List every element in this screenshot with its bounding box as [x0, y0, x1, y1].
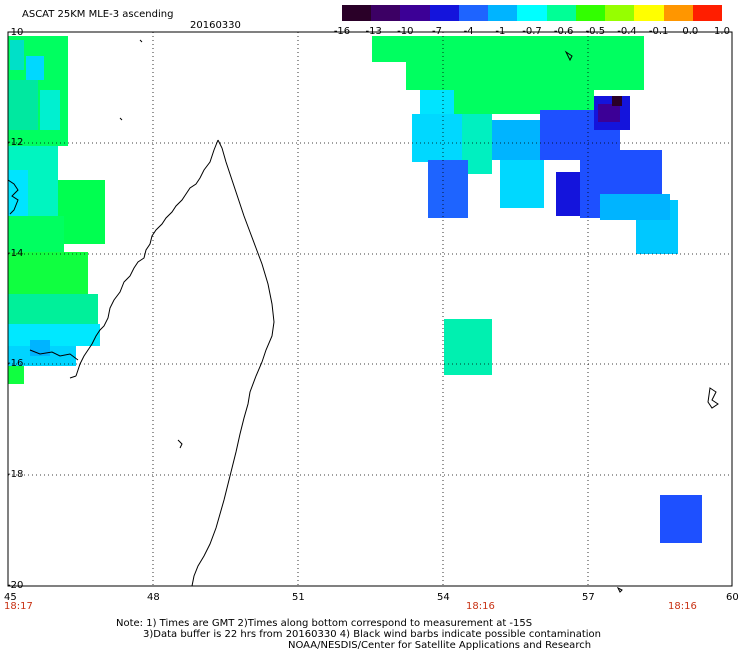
colorbar-segment	[458, 5, 489, 21]
notes-line-3: NOAA/NESDIS/Center for Satellite Applica…	[288, 640, 592, 651]
swath-patch-lower-right	[660, 495, 702, 543]
islands	[119, 39, 719, 593]
notes-line-1: Note: 1) Times are GMT 2)Times along bot…	[116, 618, 533, 629]
lat-label-14: -14	[7, 248, 24, 259]
swath-patch-center	[444, 319, 492, 375]
swath-right	[372, 36, 678, 254]
colorbar-segment	[634, 5, 665, 21]
colorbar-segment	[546, 5, 577, 21]
colorbar-segment	[575, 5, 606, 21]
time-label-right: 18:16	[668, 601, 697, 612]
colorbar-segment	[663, 5, 694, 21]
lat-label-12: -12	[7, 137, 24, 148]
swath-left	[8, 36, 105, 384]
lat-label-18: -18	[7, 469, 24, 480]
colorbar-segment	[605, 5, 635, 21]
time-label-center: 18:16	[466, 601, 495, 612]
time-label-left: 18:17	[4, 601, 33, 612]
colorbar-segment	[429, 5, 460, 21]
map-date: 20160330	[190, 20, 241, 31]
map-title: ASCAT 25KM MLE-3 ascending	[22, 9, 174, 20]
lon-label-51: 51	[292, 592, 305, 603]
lon-label-48: 48	[147, 592, 160, 603]
lon-label-57: 57	[582, 592, 595, 603]
lat-label-10: -10	[7, 27, 24, 38]
colorbar	[342, 5, 723, 21]
colorbar-segment	[400, 5, 431, 21]
coastline-mozambique	[7, 179, 79, 361]
colorbar-segment	[371, 5, 401, 21]
notes-line-2: 3)Data buffer is 22 hrs from 20160330 4)…	[143, 629, 601, 640]
coastline-madagascar	[69, 139, 275, 587]
lon-label-45: 45	[4, 592, 17, 603]
map-frame	[7, 31, 733, 587]
lon-label-54: 54	[437, 592, 450, 603]
lon-label-60: 60	[726, 592, 739, 603]
colorbar-segment	[488, 5, 518, 21]
lat-label-20: -20	[7, 580, 24, 591]
colorbar-segment	[517, 5, 548, 21]
lat-label-16: -16	[7, 358, 24, 369]
colorbar-segment	[692, 5, 723, 21]
grid-lines	[8, 32, 732, 586]
colorbar-segment	[342, 5, 372, 21]
